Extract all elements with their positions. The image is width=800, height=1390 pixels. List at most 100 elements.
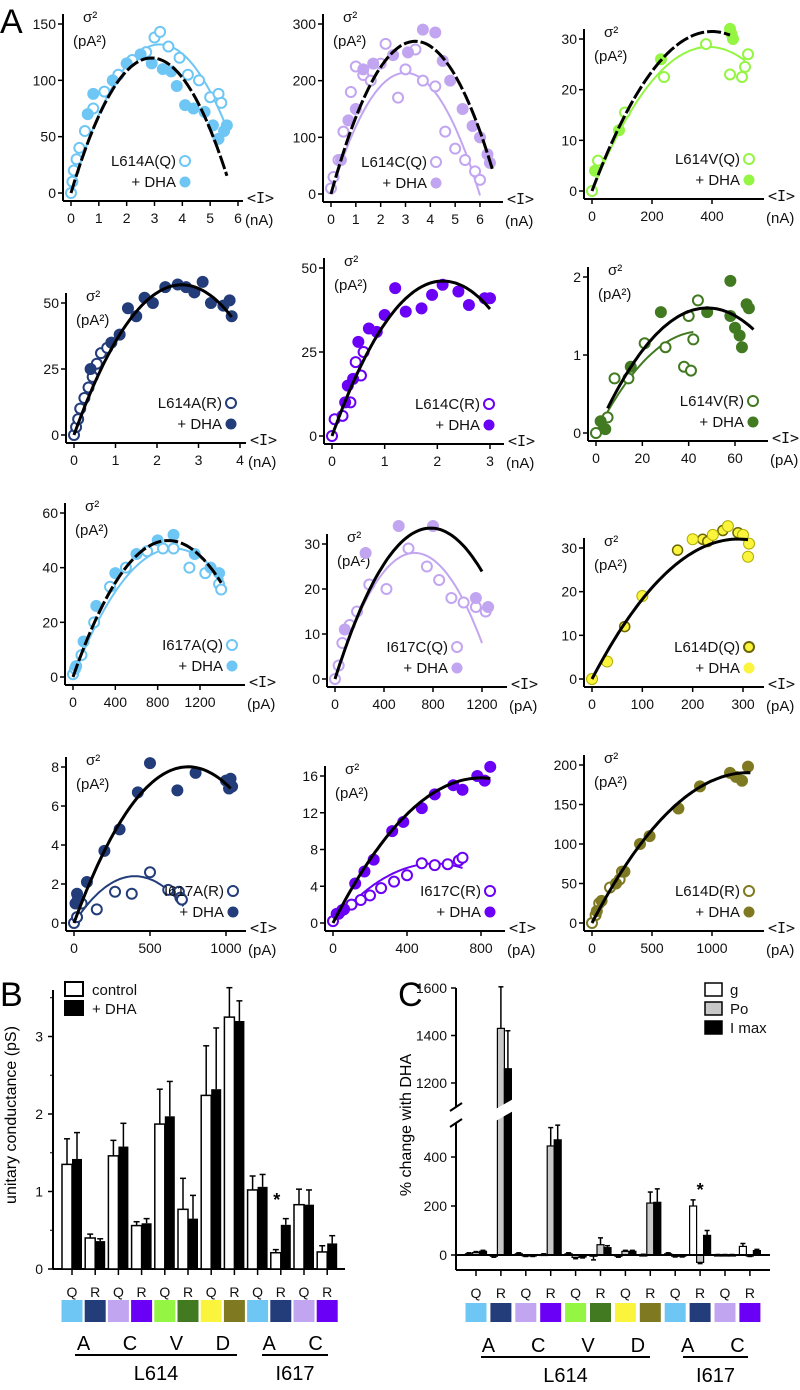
- category-label: R: [137, 1284, 147, 1300]
- control-bar: [270, 1251, 282, 1270]
- control-bar: [154, 1123, 166, 1270]
- x-axis-unit: (pA): [766, 942, 794, 959]
- y-axis-label: σ²: [344, 253, 358, 270]
- dha-fit-curve: [69, 56, 229, 194]
- x-tick-label: 0: [328, 453, 336, 469]
- y-axis-label: σ²: [604, 24, 618, 41]
- residue-label: C: [531, 1335, 545, 1357]
- legend-dha-label: + DHA: [695, 172, 740, 189]
- dha-data-point: [706, 528, 719, 541]
- y-axis-label: unitary conductance (pS): [3, 1026, 20, 1204]
- legend-dha-marker: [225, 418, 237, 430]
- y-tick-label: 50: [561, 876, 577, 892]
- y-axis-label: σ²: [604, 533, 618, 550]
- panel-b-conductance-bars: 0 1 2 3 unitary conductance (pS) * control + DH…: [3, 981, 345, 1385]
- legend-dha-marker: [484, 906, 496, 918]
- x-tick-label: 0: [70, 940, 78, 956]
- dha-data-point: [223, 294, 236, 307]
- control-data-point: [354, 894, 367, 907]
- y-tick-label: 25: [301, 344, 317, 360]
- category-label: R: [322, 1284, 332, 1300]
- legend-control-marker: [451, 641, 463, 653]
- y-tick-label: 1: [35, 1184, 43, 1200]
- dha-bar: [304, 1204, 314, 1269]
- x-tick-label: 0: [331, 696, 339, 712]
- po-bar: [695, 1254, 705, 1263]
- y-tick-label: 0: [51, 427, 59, 443]
- x-axis-unit: (nA): [248, 454, 276, 471]
- control-data-point: [337, 125, 350, 138]
- legend-dha-marker: [226, 660, 238, 672]
- residue-label: A: [263, 1333, 277, 1355]
- y-tick-label: 150: [554, 797, 578, 813]
- y-tick-label: 0: [573, 425, 581, 441]
- control-data-point: [167, 542, 180, 555]
- category-label: R: [90, 1284, 100, 1300]
- control-data-point: [399, 63, 412, 76]
- site-label: I617: [276, 1363, 315, 1385]
- y-tick-label: 50: [301, 260, 317, 276]
- category-color-swatch: [223, 1300, 245, 1322]
- legend-control-marker: [743, 153, 755, 165]
- legend-dha-swatch: [64, 1000, 84, 1016]
- category-label: Q: [720, 1285, 731, 1301]
- x-tick-label: 40: [681, 450, 697, 466]
- control-data-point: [608, 372, 621, 385]
- x-tick-label: 800: [469, 940, 493, 956]
- axis-break-mark: [449, 1102, 463, 1112]
- legend-dha-label: + DHA: [178, 658, 223, 675]
- category-color-swatch: [107, 1300, 129, 1322]
- category-label: R: [276, 1284, 286, 1300]
- x-tick-label: 4: [178, 210, 186, 226]
- x-axis-label: <I>: [507, 190, 534, 208]
- category-color-swatch: [247, 1300, 269, 1322]
- x-tick-label: 800: [146, 694, 170, 710]
- legend-label-po: Po: [730, 1001, 748, 1018]
- axis-break-mark: [449, 1118, 463, 1128]
- y-tick-label: 0: [309, 428, 317, 444]
- legend-dha-marker: [227, 906, 239, 918]
- y-tick-label: 200: [424, 1198, 448, 1214]
- dha-data-point: [392, 520, 405, 532]
- residue-label: D: [216, 1333, 230, 1355]
- g-bar: [738, 1245, 748, 1256]
- category-color-swatch: [465, 1303, 487, 1322]
- y-axis-unit: (pA²): [76, 312, 109, 329]
- x-tick-label: 200: [640, 208, 664, 224]
- x-axis-unit: (nA): [505, 213, 533, 230]
- legend-control-marker: [743, 885, 755, 897]
- x-axis-unit: (pA): [248, 942, 276, 959]
- x-tick-label: 3: [486, 453, 494, 469]
- control-data-point: [380, 583, 393, 595]
- legend-dha-label: + DHA: [436, 904, 481, 921]
- x-axis-label: <I>: [511, 675, 538, 693]
- legend-control-label: control: [92, 982, 137, 999]
- category-color-swatch: [739, 1303, 761, 1322]
- category-color-swatch: [200, 1300, 222, 1322]
- control-bar: [61, 1163, 73, 1270]
- category-label: R: [229, 1284, 239, 1300]
- legend-control-label: L614D(Q): [674, 639, 740, 656]
- y-tick-label: 200: [554, 757, 578, 773]
- y-tick-label: 8: [51, 759, 59, 775]
- control-data-point: [420, 560, 433, 573]
- control-data-point: [742, 48, 754, 61]
- control-data-point: [349, 356, 362, 369]
- dha-bar: [141, 1223, 152, 1269]
- y-tick-label: 1400: [416, 1028, 447, 1044]
- legend-dha-label: + DHA: [179, 904, 224, 921]
- legend-dha-label: + DHA: [177, 416, 222, 433]
- x-tick-label: 6: [476, 211, 484, 227]
- x-axis-label: <I>: [250, 919, 277, 937]
- control-data-point: [183, 561, 196, 574]
- y-tick-label: 0: [48, 185, 56, 201]
- control-data-point: [658, 71, 670, 83]
- dha-fit-curve: [333, 526, 484, 680]
- legend-dha-marker: [483, 419, 495, 431]
- control-data-point: [428, 859, 441, 872]
- dha-data-point: [452, 285, 465, 298]
- dha-bar: [280, 1224, 291, 1269]
- x-tick-label: 0: [592, 450, 600, 466]
- control-data-point: [392, 91, 405, 104]
